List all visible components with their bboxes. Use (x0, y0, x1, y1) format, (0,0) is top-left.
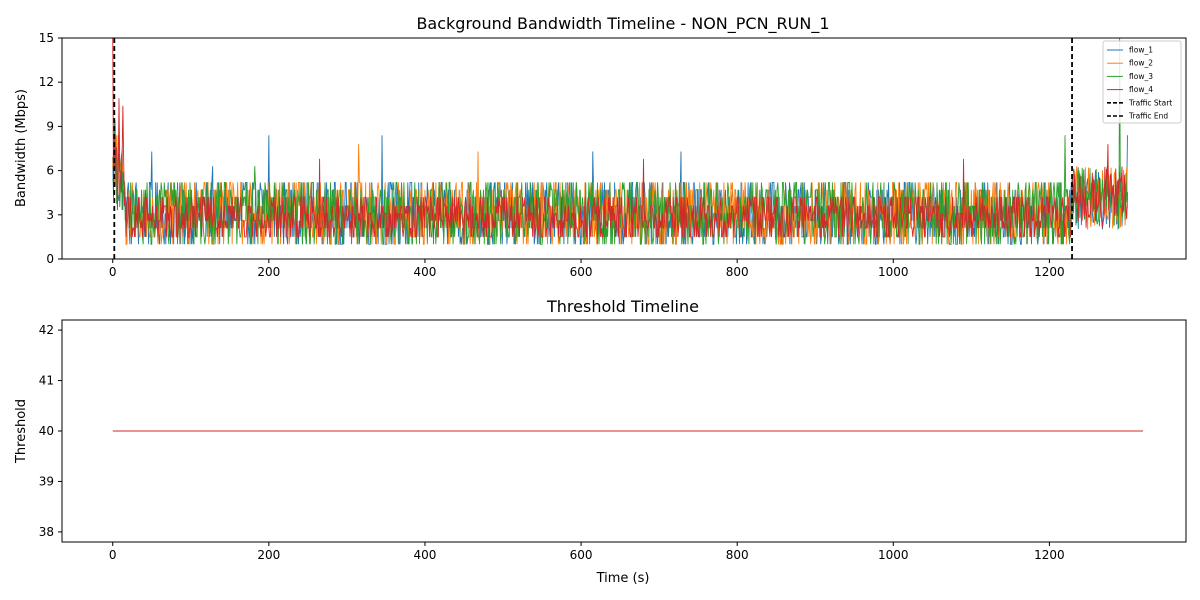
bw-y-tick-label: 6 (46, 164, 54, 178)
th-x-tick-label: 0 (109, 548, 117, 562)
bw-x-tick-label: 600 (570, 265, 593, 279)
bandwidth-chart: Background Bandwidth Timeline - NON_PCN_… (14, 14, 1187, 279)
bw-x-tick-label: 1200 (1034, 265, 1065, 279)
bandwidth-plot-frame (61, 37, 1187, 260)
bandwidth-y-ticks: 0 3 6 9 12 15 (39, 31, 62, 266)
th-y-tick-label: 42 (39, 323, 54, 337)
bw-x-tick-label: 200 (257, 265, 280, 279)
bandwidth-chart-title: Background Bandwidth Timeline - NON_PCN_… (416, 14, 829, 34)
th-y-tick-label: 41 (39, 374, 54, 388)
legend-label: flow_2 (1129, 59, 1153, 68)
legend: flow_1 flow_2 flow_3 flow_4 Traffic Start Tra… (1102, 40, 1182, 124)
th-x-tick-label: 600 (570, 548, 593, 562)
time-x-axis-label: Time (s) (596, 571, 650, 586)
bw-x-tick-label: 400 (414, 265, 437, 279)
th-x-tick-label: 400 (414, 548, 437, 562)
bandwidth-y-axis-label: Bandwidth (Mbps) (14, 89, 29, 207)
bw-y-tick-label: 15 (39, 31, 54, 45)
series-line-flow-3 (112, 37, 1128, 245)
threshold-chart-title: Threshold Timeline (546, 297, 699, 316)
th-y-tick-label: 40 (39, 424, 54, 438)
bandwidth-plot-series (112, 37, 1128, 245)
traffic-marker-lines (113, 38, 1073, 259)
bw-x-tick-label: 1000 (878, 265, 909, 279)
th-x-tick-label: 1000 (878, 548, 909, 562)
bw-y-tick-label: 0 (46, 252, 54, 266)
threshold-chart: Threshold Timeline Threshold Time (s) 0 2… (14, 297, 1187, 586)
threshold-y-ticks: 38 39 40 41 42 (39, 323, 62, 539)
series-line-flow-4 (112, 37, 1128, 238)
legend-label: Traffic Start (1128, 98, 1172, 107)
legend-label: flow_1 (1129, 46, 1153, 55)
threshold-y-axis-label: Threshold (14, 399, 29, 464)
th-x-tick-label: 800 (726, 548, 749, 562)
th-y-tick-label: 39 (39, 474, 54, 488)
legend-label: flow_3 (1129, 72, 1153, 81)
bw-y-tick-label: 12 (39, 75, 54, 89)
th-y-tick-label: 38 (39, 525, 54, 539)
legend-label: flow_4 (1129, 85, 1153, 94)
bandwidth-x-ticks: 0 200 400 600 800 1000 1200 (109, 259, 1065, 279)
bw-y-tick-label: 9 (46, 119, 54, 133)
legend-label: Traffic End (1128, 112, 1168, 121)
th-x-tick-label: 200 (257, 548, 280, 562)
threshold-x-ticks: 0 200 400 600 800 1000 1200 (109, 542, 1065, 562)
th-x-tick-label: 1200 (1034, 548, 1065, 562)
bw-x-tick-label: 800 (726, 265, 749, 279)
bw-y-tick-label: 3 (46, 208, 54, 222)
bw-x-tick-label: 0 (109, 265, 117, 279)
